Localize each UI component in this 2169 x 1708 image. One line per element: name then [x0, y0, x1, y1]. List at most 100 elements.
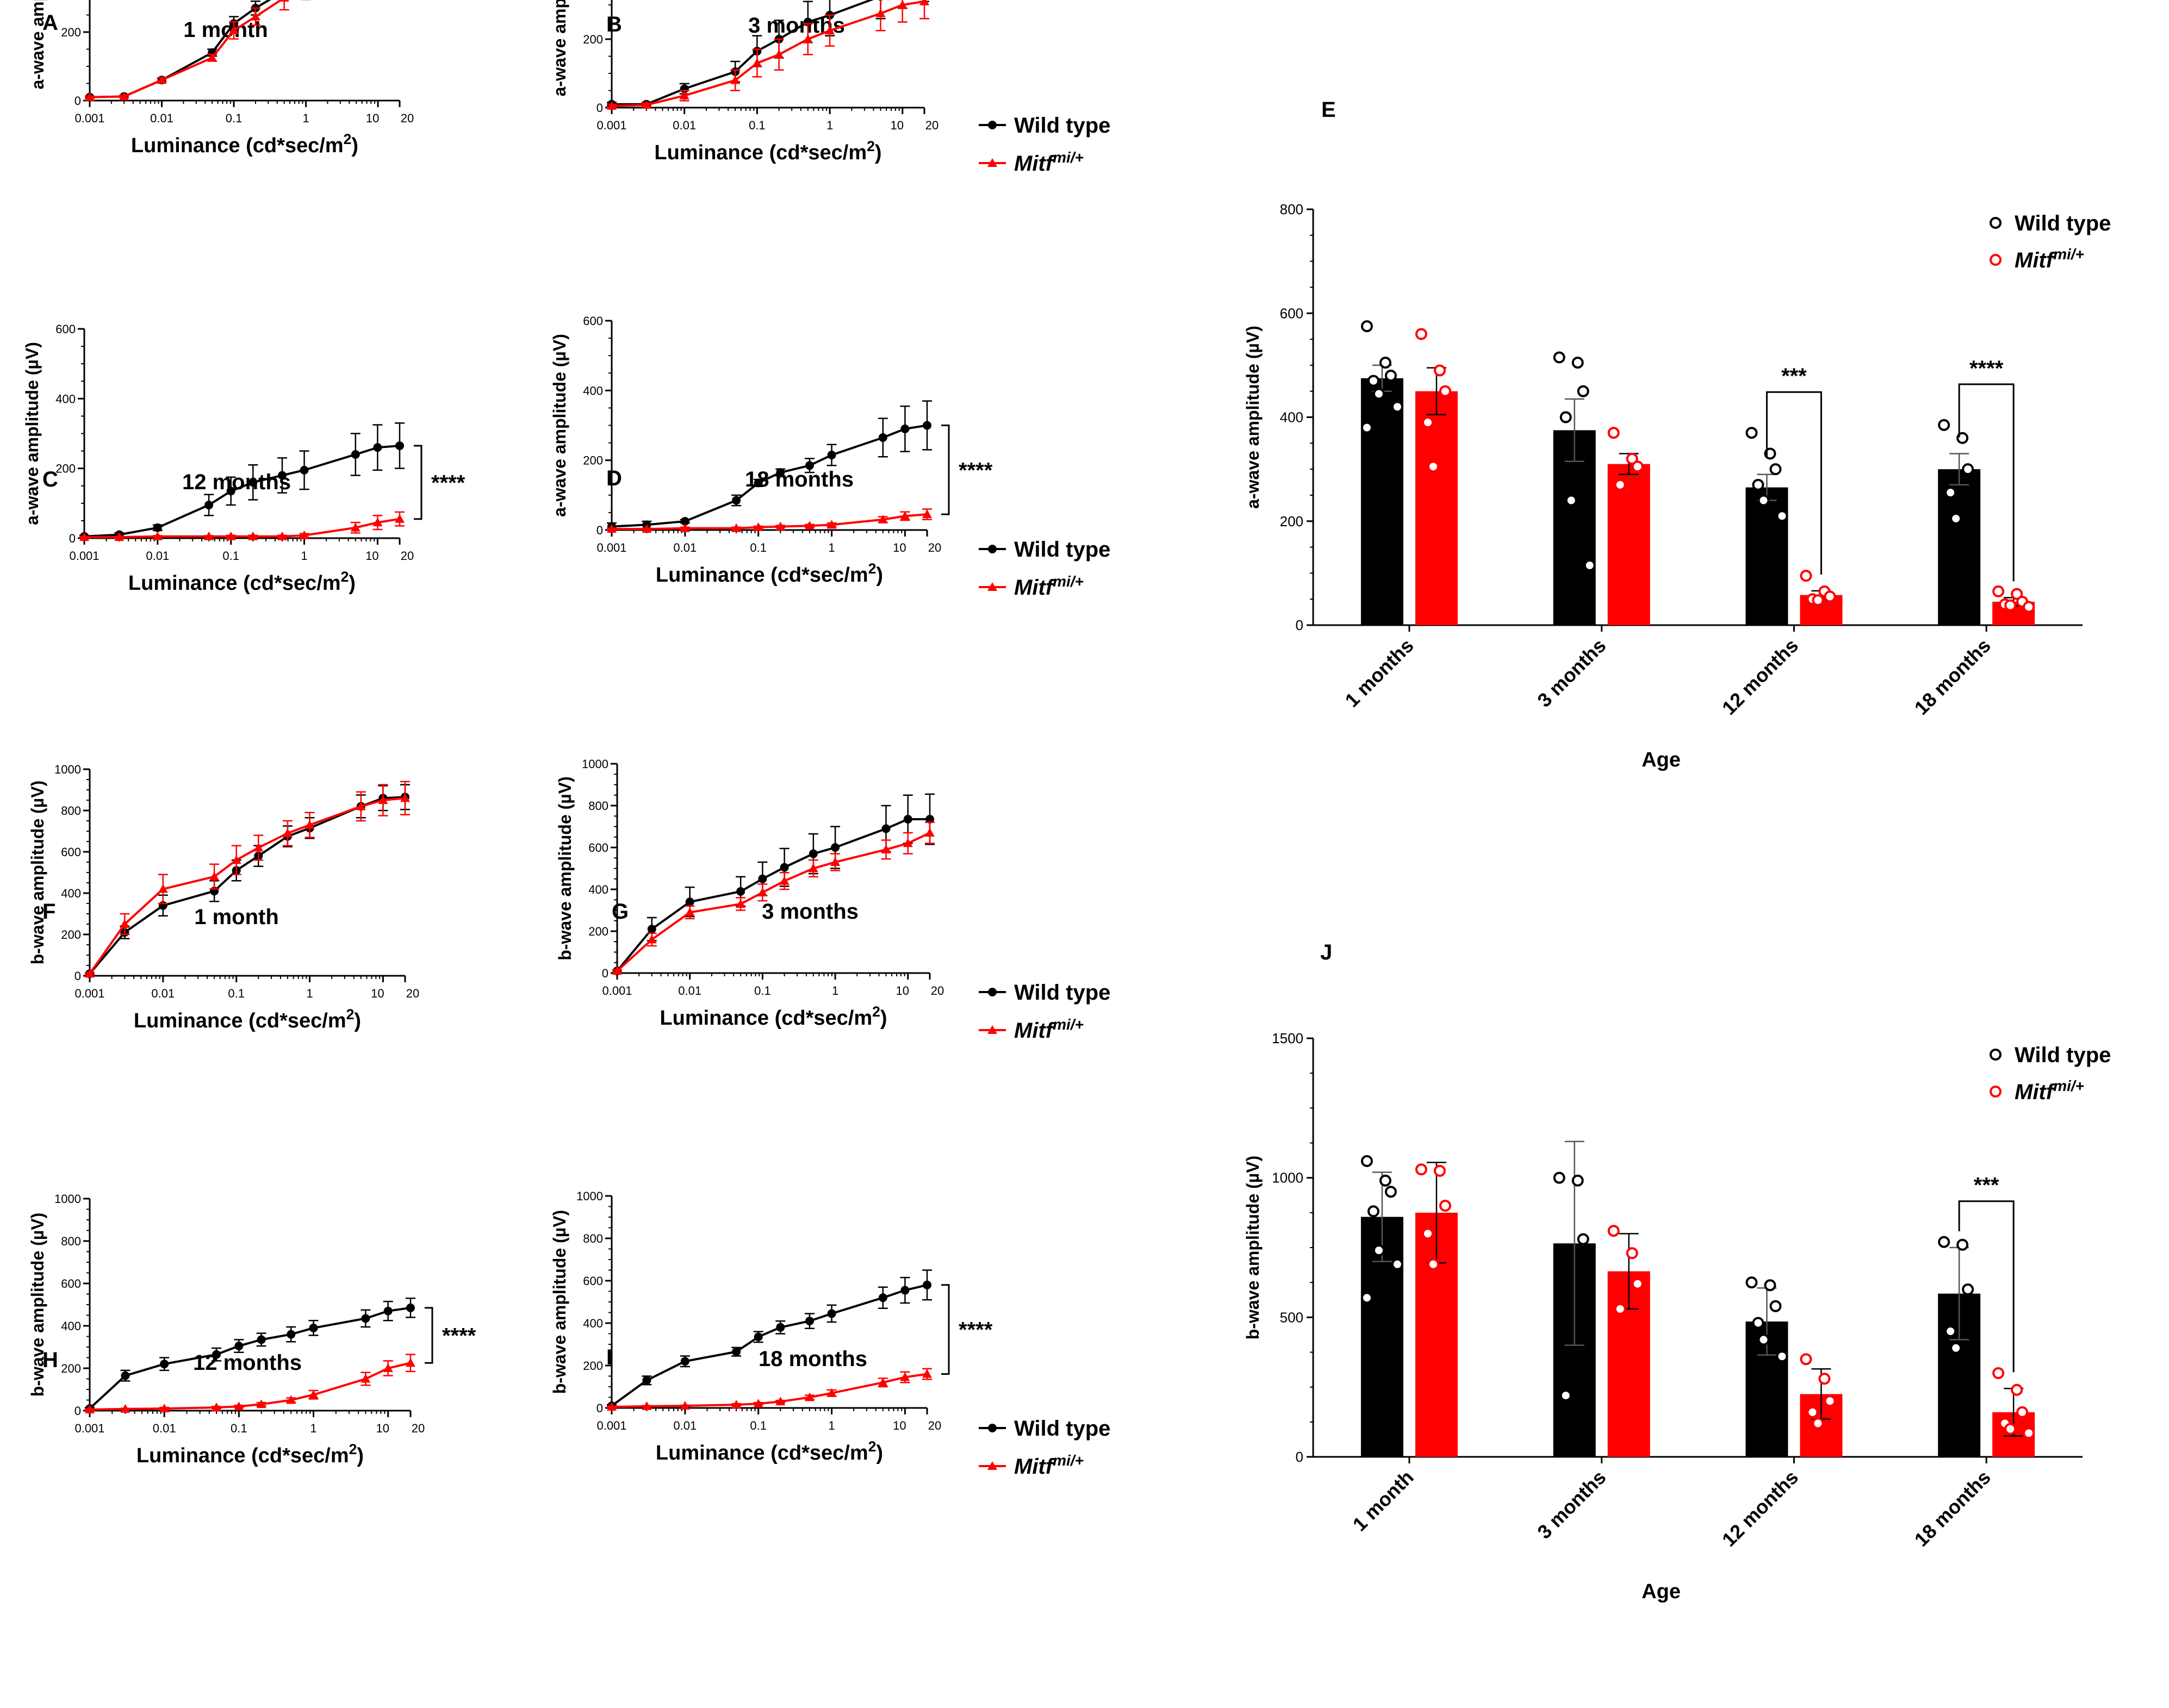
data-point — [736, 887, 745, 896]
x-tick-label: 0.01 — [151, 987, 175, 1000]
legend-label-mutant-sup: mi/+ — [1053, 149, 1084, 166]
y-axis-label: b-wave amplitude (µV) — [550, 1210, 569, 1394]
data-point — [878, 1293, 887, 1302]
y-tick-label: 200 — [1280, 513, 1303, 529]
data-point — [1433, 1164, 1446, 1177]
x-axis-label: Luminance (cd*sec/m — [134, 1009, 346, 1032]
significance-bracket — [1958, 1200, 2015, 1373]
data-point — [925, 828, 935, 837]
panel-label: G — [612, 900, 629, 924]
x-axis-label: Luminance (cd*sec/m — [656, 1442, 868, 1464]
legend: Wild type Mitfmi/+ — [1990, 1043, 2111, 1104]
y-tick-label: 600 — [588, 841, 608, 855]
data-point — [158, 884, 168, 893]
x-tick-label: 20 — [401, 549, 414, 563]
data-point — [1962, 463, 1974, 476]
bar — [1938, 469, 1981, 625]
data-point — [774, 49, 784, 59]
series-mutant — [85, 781, 410, 978]
y-tick-label: 800 — [61, 1235, 81, 1248]
data-point — [825, 26, 835, 35]
x-axis-label: Luminance (cd*sec/m — [656, 564, 868, 587]
data-point — [250, 11, 260, 21]
data-point — [1812, 1417, 1824, 1430]
y-tick-label: 500 — [1280, 1309, 1303, 1325]
y-tick-label: 400 — [588, 883, 608, 896]
y-tick-label: 0 — [1296, 1449, 1303, 1465]
legend: Wild type Mitfmi/+ — [979, 114, 1110, 176]
x-tick-label: 20 — [928, 541, 941, 554]
data-point — [85, 969, 95, 978]
data-point — [1384, 370, 1397, 382]
x-tick-label: 10 — [893, 1419, 906, 1432]
x-category-label: 1 month — [1348, 1466, 1418, 1536]
data-point — [400, 793, 410, 802]
significance-label: **** — [1969, 357, 2004, 381]
y-axis-label: a-wave amplitude (µV) — [28, 0, 47, 89]
data-point — [1806, 1406, 1819, 1418]
x-tick-label: 0.001 — [74, 987, 104, 1000]
panel-title: 12 months — [193, 1351, 302, 1375]
data-point — [1938, 1236, 1950, 1248]
data-point — [1607, 1225, 1620, 1237]
y-tick-label: 600 — [583, 1274, 603, 1288]
data-point — [1421, 416, 1434, 429]
x-category-label: 1 months — [1340, 634, 1418, 712]
data-point — [226, 487, 235, 496]
x-category-label: 18 months — [1910, 634, 1994, 719]
legend: Wild type Mitfmi/+ — [979, 1417, 1110, 1479]
y-tick-label: 1000 — [582, 757, 608, 771]
panel-H: H 12 months 0 200 400 600 800 1000 0.001 0.01 0.1 1… — [28, 1192, 476, 1467]
data-point — [256, 1399, 266, 1408]
data-point — [1553, 351, 1565, 364]
data-point — [753, 522, 763, 531]
y-tick-label: 600 — [55, 322, 76, 336]
series-mutant — [1415, 1162, 2035, 1457]
data-point — [775, 1397, 786, 1406]
x-tick-label: 20 — [401, 111, 414, 125]
data-point — [831, 843, 840, 852]
y-tick-label: 1500 — [1272, 1030, 1303, 1046]
data-point — [212, 1402, 222, 1412]
panel-A: A1 month02004006000.0010.010.111020Lumin… — [28, 0, 414, 157]
data-point — [299, 530, 309, 539]
x-tick-label: 0.01 — [673, 1419, 697, 1432]
significance-bracket — [414, 445, 422, 520]
x-tick-label: 0.1 — [750, 1419, 767, 1432]
y-tick-label: 0 — [69, 532, 76, 545]
legend: Wild type Mitfmi/+ — [979, 981, 1110, 1043]
data-point — [114, 532, 125, 541]
data-point — [1776, 1350, 1788, 1363]
legend-marker-wild-type — [1990, 217, 2002, 229]
x-tick-label: 10 — [376, 1422, 389, 1435]
y-tick-label: 800 — [61, 804, 81, 818]
data-point — [383, 1363, 393, 1372]
panel-label: A — [42, 11, 58, 35]
data-point — [647, 934, 657, 944]
x-tick-label: 0.001 — [596, 1419, 626, 1432]
legend-label-mutant: Mitf — [2015, 248, 2055, 272]
y-tick-label: 200 — [61, 928, 81, 942]
data-point — [881, 824, 891, 833]
y-tick-label: 1000 — [54, 1192, 81, 1206]
data-point — [1944, 1325, 1957, 1337]
x-axis-label-sup: 2 — [344, 131, 352, 147]
x-tick-label: 0.01 — [150, 111, 173, 125]
data-point — [875, 8, 886, 17]
panel-label: J — [1320, 940, 1332, 964]
data-point — [79, 532, 89, 541]
x-axis-label-sup: 2 — [868, 1438, 877, 1455]
data-point — [903, 838, 913, 847]
data-point — [308, 1389, 319, 1399]
legend-marker-wild-type — [988, 545, 997, 553]
legend-label-mutant-group: Mitfmi/+ — [1014, 573, 1084, 600]
series-mutant — [85, 1354, 415, 1414]
data-point — [1559, 411, 1572, 423]
y-tick-label: 200 — [55, 462, 76, 476]
x-axis-label-end: ) — [351, 134, 358, 157]
x-axis-label: Luminance (cd*sec/m — [660, 1007, 872, 1030]
data-point — [826, 1388, 837, 1397]
panel-title: 3 months — [762, 900, 859, 924]
panel-label: I — [606, 1345, 612, 1369]
